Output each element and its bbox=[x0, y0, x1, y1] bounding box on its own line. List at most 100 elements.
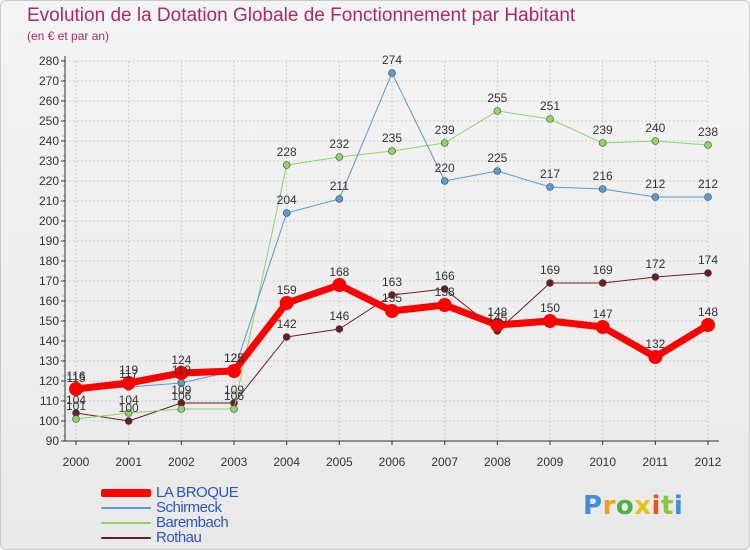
y-tick-label: 270 bbox=[39, 74, 59, 88]
data-label: 220 bbox=[435, 161, 455, 175]
data-point bbox=[282, 333, 291, 341]
y-tick-label: 100 bbox=[39, 414, 59, 428]
data-label: 163 bbox=[382, 275, 402, 289]
x-tick-label: 2009 bbox=[537, 455, 564, 469]
data-point bbox=[704, 141, 712, 149]
data-label: 238 bbox=[698, 125, 718, 139]
data-label: 106 bbox=[171, 389, 191, 403]
data-label: 228 bbox=[277, 145, 297, 159]
data-label: 212 bbox=[698, 177, 718, 191]
data-label: 146 bbox=[329, 309, 349, 323]
logo-letter: x bbox=[634, 491, 652, 521]
y-tick-label: 280 bbox=[39, 54, 59, 68]
data-point bbox=[704, 193, 712, 201]
data-label: 255 bbox=[487, 91, 507, 105]
data-label: 211 bbox=[330, 179, 349, 193]
data-label: 104 bbox=[119, 393, 139, 407]
data-point bbox=[490, 318, 505, 332]
data-point bbox=[335, 325, 344, 333]
data-point bbox=[651, 193, 660, 201]
y-tick-label: 140 bbox=[39, 334, 59, 348]
logo-letter: P bbox=[583, 491, 603, 521]
data-label: 217 bbox=[540, 167, 560, 181]
x-tick-label: 2003 bbox=[221, 455, 248, 469]
data-label: 172 bbox=[645, 257, 665, 271]
y-tick-label: 90 bbox=[46, 434, 60, 448]
data-point bbox=[546, 115, 554, 123]
data-point bbox=[388, 147, 396, 155]
legend-label-la-broque: LA BROQUE bbox=[156, 484, 239, 501]
data-label: 117 bbox=[119, 367, 138, 381]
data-label: 100 bbox=[119, 401, 139, 415]
x-tick-label: 2001 bbox=[115, 455, 142, 469]
data-label: 104 bbox=[66, 393, 86, 407]
x-tick-label: 2005 bbox=[326, 455, 353, 469]
x-tick-label: 2007 bbox=[431, 455, 458, 469]
proxiti-logo: Proxiti bbox=[583, 491, 683, 521]
logo-letter: r bbox=[602, 491, 616, 521]
data-label: 169 bbox=[540, 263, 560, 277]
data-label: 232 bbox=[329, 137, 349, 151]
y-tick-label: 190 bbox=[39, 234, 59, 248]
y-tick-label: 170 bbox=[39, 274, 59, 288]
data-label: 148 bbox=[698, 305, 718, 319]
y-tick-label: 160 bbox=[39, 294, 59, 308]
data-label: 158 bbox=[435, 285, 455, 299]
logo-letter: o bbox=[615, 491, 635, 521]
data-label: 155 bbox=[382, 291, 402, 305]
legend-swatch-schirmeck bbox=[101, 507, 151, 509]
y-tick-label: 210 bbox=[39, 194, 59, 208]
data-label: 148 bbox=[487, 305, 507, 319]
data-label: 225 bbox=[487, 151, 507, 165]
data-point bbox=[177, 405, 186, 413]
data-point bbox=[704, 269, 712, 277]
y-tick-label: 150 bbox=[39, 314, 59, 328]
y-tick-label: 230 bbox=[39, 154, 59, 168]
y-tick-label: 180 bbox=[39, 254, 59, 268]
x-tick-label: 2000 bbox=[63, 455, 90, 469]
logo-letter: i bbox=[651, 491, 661, 521]
data-point bbox=[546, 279, 554, 287]
y-tick-label: 200 bbox=[39, 214, 59, 228]
data-label: 125 bbox=[224, 351, 244, 365]
data-point bbox=[598, 139, 607, 147]
legend-swatch-rothau bbox=[101, 537, 151, 539]
data-point bbox=[72, 415, 80, 423]
data-label: 101 bbox=[66, 399, 86, 413]
data-label: 116 bbox=[66, 369, 85, 383]
data-label: 147 bbox=[593, 307, 613, 321]
data-point bbox=[124, 417, 133, 425]
data-point bbox=[440, 285, 449, 293]
data-point bbox=[648, 350, 663, 364]
data-label: 125 bbox=[224, 351, 244, 365]
data-label: 106 bbox=[224, 389, 244, 403]
x-tick-label: 2011 bbox=[642, 455, 668, 469]
legend-item-schirmeck[interactable]: Schirmeck bbox=[101, 499, 321, 516]
data-label: 212 bbox=[645, 177, 665, 191]
data-label: 239 bbox=[593, 123, 613, 137]
data-point bbox=[121, 376, 136, 390]
data-label: 159 bbox=[277, 283, 297, 297]
chart-title: Evolution de la Dotation Globale de Fonc… bbox=[27, 5, 576, 26]
y-tick-label: 240 bbox=[39, 134, 59, 148]
legend-item-barembach[interactable]: Barembach bbox=[101, 514, 321, 531]
data-point bbox=[595, 320, 610, 334]
data-point bbox=[282, 161, 291, 169]
x-tick-label: 2002 bbox=[168, 455, 195, 469]
y-tick-label: 220 bbox=[39, 174, 59, 188]
legend-item-rothau[interactable]: Rothau bbox=[101, 529, 321, 546]
legend-swatch-la-broque bbox=[101, 489, 151, 497]
data-point bbox=[388, 291, 396, 299]
y-tick-label: 130 bbox=[39, 354, 59, 368]
data-label: 216 bbox=[593, 169, 613, 183]
legend-item-la-broque[interactable]: LA BROQUE bbox=[101, 484, 321, 501]
data-point bbox=[598, 279, 607, 287]
data-label: 174 bbox=[698, 253, 718, 267]
data-point bbox=[124, 409, 133, 417]
logo-letter: t bbox=[660, 491, 674, 521]
data-label: 239 bbox=[435, 123, 455, 137]
legend-swatch-barembach bbox=[101, 522, 151, 524]
data-point bbox=[385, 304, 399, 318]
